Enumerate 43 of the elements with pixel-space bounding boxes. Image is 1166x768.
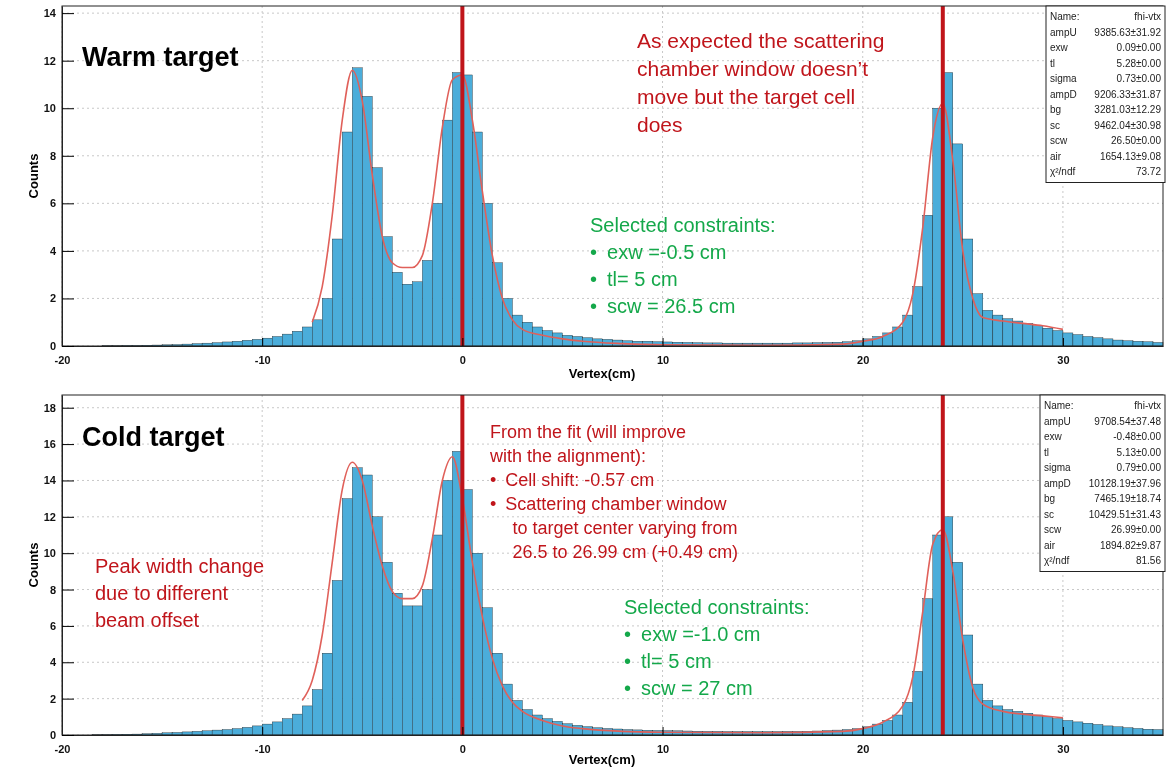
- x-tick-label: -10: [254, 742, 271, 755]
- y-tick-label: 6: [49, 197, 56, 210]
- y-tick-label: 0: [49, 729, 56, 742]
- annotation: Selected constraints: • exw =-0.5 cm • tl= 5 cm • scw = 26.5 cm: [590, 214, 776, 317]
- y-tick-label: 12: [43, 510, 56, 523]
- y-tick-label: 16: [43, 438, 56, 451]
- x-tick-label: 0: [459, 742, 466, 755]
- y-tick-label: 8: [49, 149, 56, 162]
- x-axis-title: Vertex(cm): [568, 366, 636, 381]
- x-tick-label: 20: [857, 742, 870, 755]
- text: Warm target: [82, 42, 239, 72]
- y-tick-label: 10: [43, 547, 56, 560]
- y-tick-label: 10: [43, 102, 56, 115]
- x-tick-label: -10: [254, 353, 271, 366]
- x-tick-label: 0: [459, 353, 466, 366]
- y-tick-label: 14: [43, 474, 57, 487]
- y-tick-label: 2: [49, 292, 56, 305]
- x-tick-label: -20: [54, 742, 71, 755]
- text: Cold target: [82, 422, 225, 452]
- y-tick-label: 6: [49, 619, 56, 632]
- x-tick-label: -20: [54, 353, 71, 366]
- y-tick-label: 2: [49, 692, 56, 705]
- y-axis-title: Counts: [26, 153, 41, 199]
- x-axis-title: Vertex(cm): [568, 752, 636, 767]
- y-tick-label: 12: [43, 54, 56, 67]
- annotation: Peak width change due to different beam offset: [95, 555, 265, 631]
- y-tick-label: 0: [49, 340, 56, 353]
- x-tick-label: 10: [656, 353, 670, 366]
- y-tick-label: 4: [49, 244, 57, 257]
- y-tick-label: 18: [43, 401, 56, 414]
- annotation: From the fit (will improve with the alignment): • Cell shift: -0.57 cm • Scattering chamber window to target center varying from 26.5 to 26.99 cm (+0.49 cm): [489, 422, 739, 562]
- annotation: As expected the scattering chamber window doesn’t move but the target cell does: [637, 29, 885, 136]
- x-tick-label: 20: [857, 353, 870, 366]
- text: Name: fhi-vtx ampU 9708.54±37.48 exw -0.48±0.00 tl 5.13±0.00 sigma 0.79±0.00 ampD 10128.19±37.96 bg 7465.19±18.74 sc 10429.51±31.43 scw 26.99±0.00 air 1894.82±9.87 χ²/ndf 81.56: [1044, 400, 1161, 566]
- y-tick-label: 4: [49, 656, 57, 669]
- y-tick-label: 14: [43, 7, 57, 20]
- y-tick-label: 8: [49, 583, 56, 596]
- x-tick-label: 30: [1057, 742, 1070, 755]
- x-tick-label: 10: [656, 742, 670, 755]
- text: Name: fhi-vtx ampU 9385.63±31.92 exw 0.09±0.00 tl 5.28±0.00 sigma 0.73±0.00 ampD 9206.33±31.87 bg 3281.03±12.29 sc 9462.04±30.98 scw 26.50±0.00 air 1654.13±9.08 χ²/ndf 73.72: [1050, 11, 1161, 177]
- y-axis-title: Counts: [26, 542, 41, 588]
- annotation: Selected constraints: • exw =-1.0 cm • tl= 5 cm • scw = 27 cm: [624, 596, 810, 699]
- x-tick-label: 30: [1057, 353, 1070, 366]
